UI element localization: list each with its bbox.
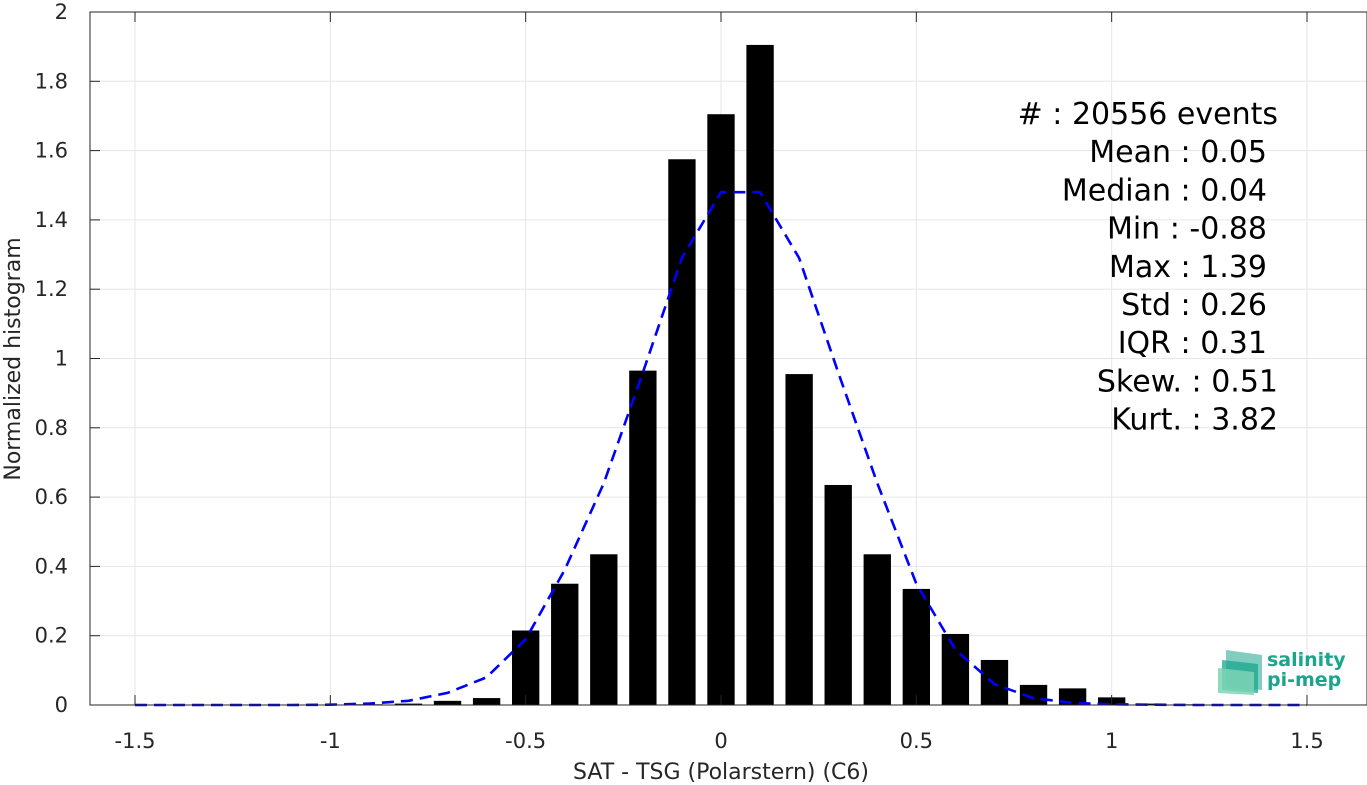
y-tick-label: 0 (55, 693, 68, 717)
stat-line: Mean : 0.05 (1089, 135, 1267, 170)
histogram-bar (824, 484, 852, 705)
x-tick-label: 1.5 (1290, 729, 1323, 753)
y-tick-labels: 0 0.2 0.4 0.6 0.8 1 1.2 1.4 1.6 1.8 2 (35, 0, 68, 717)
x-tick-label: -1.5 (115, 729, 156, 753)
stat-line: Skew. : 0.51 (1097, 364, 1278, 399)
stat-line: Median : 0.04 (1062, 173, 1267, 208)
logo-line-2: pi-mep (1267, 669, 1341, 691)
y-tick-label: 1.6 (35, 139, 68, 163)
y-tick-label: 0.2 (35, 624, 68, 648)
axis-ticks (90, 11, 1308, 706)
histogram-bar (629, 370, 657, 705)
stat-line: Max : 1.39 (1109, 250, 1267, 285)
histogram-bar (941, 633, 970, 705)
x-tick-label: 0 (714, 729, 727, 753)
salinity-pimep-logo: salinity pi-mep (1218, 649, 1346, 695)
y-tick-label: 0.4 (35, 554, 68, 578)
histogram-bar (746, 44, 774, 706)
y-tick-label: 0.8 (35, 416, 68, 440)
y-axis-label: Normalized histogram (1, 237, 26, 480)
x-tick-label: -0.5 (505, 729, 546, 753)
stat-line: Std : 0.26 (1121, 288, 1267, 323)
histogram-bar (551, 583, 579, 705)
histogram-bar (433, 700, 462, 705)
histogram-bar (1019, 684, 1048, 705)
stat-line: Kurt. : 3.82 (1111, 403, 1278, 438)
histogram-bar (668, 159, 696, 705)
histogram-bar (785, 374, 813, 705)
y-tick-label: 0.6 (35, 485, 68, 509)
stat-line: IQR : 0.31 (1118, 326, 1267, 361)
histogram-bar (1137, 703, 1165, 705)
histogram-bar (511, 630, 540, 705)
x-tick-label: 1 (1105, 729, 1118, 753)
x-tick-label: 0.5 (900, 729, 933, 753)
y-tick-label: 1.8 (35, 69, 68, 93)
x-tick-labels: -1.5 -1 -0.5 0 0.5 1 1.5 (115, 729, 1324, 753)
stat-line: Min : -0.88 (1107, 212, 1267, 247)
salinity-pimep-logo-icon (1218, 650, 1262, 695)
x-axis-label: SAT - TSG (Polarstern) (C6) (573, 760, 869, 785)
y-tick-label: 1 (55, 347, 68, 371)
stat-line: # : 20556 events (1018, 97, 1278, 132)
histogram-bars (355, 44, 1204, 706)
histogram-bar (863, 554, 891, 705)
histogram-bar (590, 554, 618, 705)
y-tick-label: 1.2 (35, 277, 68, 301)
histogram-bar (902, 588, 931, 705)
y-tick-label: 2 (55, 0, 68, 24)
histogram-bar (707, 114, 735, 705)
histogram-bar (394, 703, 423, 705)
logo-line-1: salinity (1267, 649, 1346, 671)
x-tick-label: -1 (320, 729, 341, 753)
histogram-bar (472, 698, 501, 705)
y-tick-label: 1.4 (35, 208, 68, 232)
